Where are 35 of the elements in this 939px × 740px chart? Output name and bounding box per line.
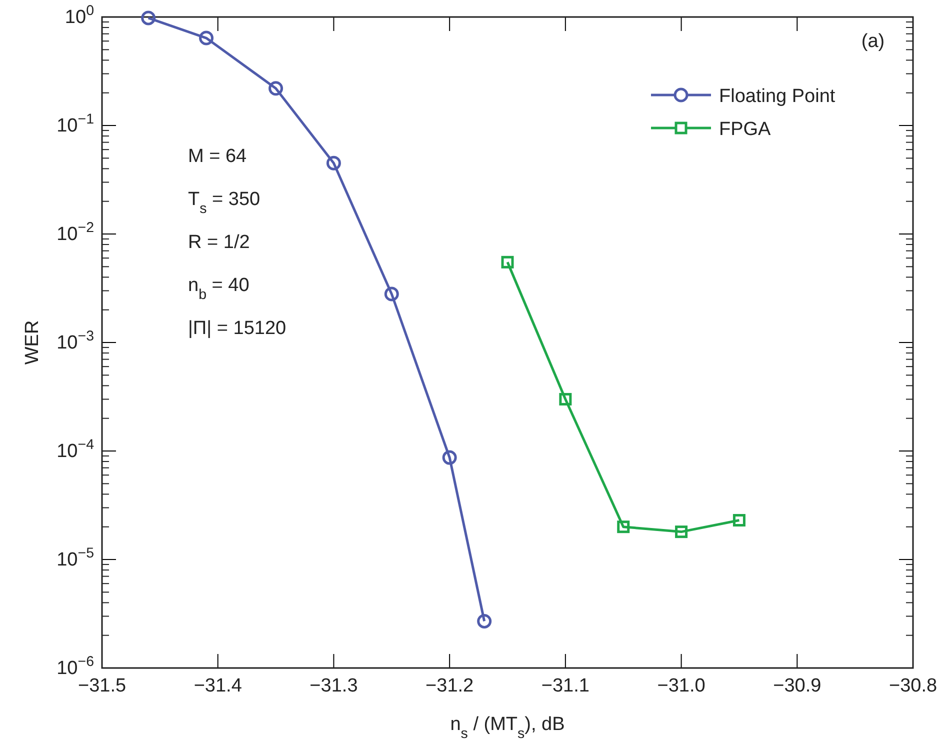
- x-tick-label: −31.4: [194, 675, 242, 696]
- y-tick-label: 10$^{−3}$: [56, 328, 94, 354]
- annotation: n$_{b}$ = 40: [188, 275, 250, 303]
- y-tick-label: 10$^{−5}$: [56, 546, 94, 571]
- y-axis-title: WER: [22, 320, 43, 365]
- point: [501, 256, 514, 268]
- point: [559, 392, 572, 406]
- point: [141, 10, 156, 26]
- point: [442, 450, 457, 465]
- y-tick-label: 10$^{0}$: [64, 3, 94, 28]
- x-tick-label: −31.0: [657, 675, 706, 696]
- point: [384, 286, 399, 302]
- x-tick-label: −30.8: [888, 675, 938, 696]
- annotation: M = 64: [188, 146, 248, 167]
- y-tick-label: 10$^{−1}$: [56, 112, 94, 137]
- annotation: |Π| = 15120: [188, 318, 286, 339]
- y-tick-label: 10$^{−2}$: [56, 220, 94, 246]
- annotation: T$_{s}$ = 350: [188, 189, 260, 217]
- legend-label: Floating Point: [719, 86, 836, 107]
- point: [326, 156, 341, 170]
- point: [477, 614, 492, 628]
- x-tick-label: −30.9: [773, 675, 822, 696]
- point: [268, 81, 284, 96]
- legend-label: FPGA: [719, 119, 772, 140]
- y-tick-label: 10$^{−4}$: [56, 437, 94, 462]
- annotation: (a): [861, 31, 885, 52]
- point: [199, 30, 214, 46]
- x-tick-label: −31.3: [310, 675, 358, 696]
- x-tick-label: −31.2: [426, 675, 474, 696]
- point: [675, 526, 688, 538]
- x-tick-label: −31.1: [541, 675, 590, 696]
- point: [617, 520, 630, 534]
- annotation: R = 1/2: [188, 232, 250, 253]
- x-axis-title: n$_{s}$ / (MT$_{s}$), dB: [450, 714, 565, 740]
- point: [732, 514, 746, 527]
